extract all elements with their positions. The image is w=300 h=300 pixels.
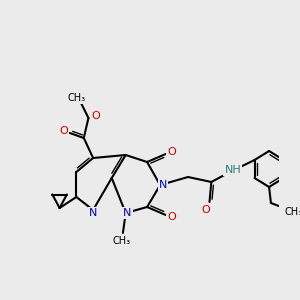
Text: NH: NH [224,165,241,175]
Text: CH₃: CH₃ [113,236,131,246]
Text: O: O [92,111,100,121]
Text: O: O [59,126,68,136]
Text: N: N [89,208,97,218]
Text: CH₃: CH₃ [284,207,300,217]
Text: CH₃: CH₃ [67,93,86,103]
Text: O: O [167,147,176,157]
Text: O: O [201,205,210,215]
Text: O: O [167,212,176,222]
Text: N: N [159,180,167,190]
Text: N: N [123,208,132,218]
